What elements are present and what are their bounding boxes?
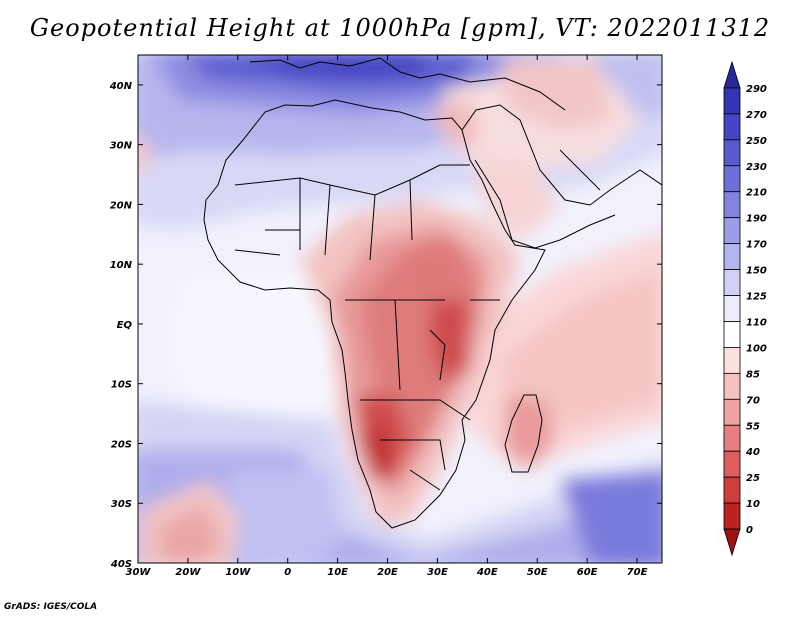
colorbar-label: 250 bbox=[746, 136, 767, 147]
lon-tick-label: 30W bbox=[126, 567, 152, 578]
colorbar-segment bbox=[723, 347, 741, 374]
colorbar-label: 170 bbox=[746, 240, 767, 251]
lon-tick-label: 10E bbox=[327, 567, 348, 578]
colorbar-segment bbox=[723, 87, 741, 115]
lat-tick-label: 40N bbox=[109, 81, 133, 92]
lat-tick-label: 20S bbox=[111, 439, 132, 450]
longitude-axis: 30W 20W 10W 0 10E 20E 30E 40E 50E 60E 70E bbox=[126, 55, 648, 578]
lat-tick-label: 30N bbox=[110, 141, 133, 152]
colorbar-label: 40 bbox=[745, 447, 760, 458]
colorbar-segment bbox=[723, 424, 741, 452]
colorbar-label: 10 bbox=[746, 499, 760, 510]
colorbar-segment bbox=[723, 450, 741, 478]
colorbar-label: 230 bbox=[746, 162, 767, 173]
colorbar-label: 85 bbox=[746, 369, 760, 380]
colorbar-label: 100 bbox=[746, 343, 767, 354]
lon-tick-label: 20W bbox=[175, 567, 201, 578]
colorbar-segment bbox=[723, 113, 741, 141]
lon-tick-label: 70E bbox=[627, 567, 648, 578]
colorbar-label: 0 bbox=[746, 525, 753, 536]
lon-tick-label: 30E bbox=[427, 567, 448, 578]
colorbar-segment bbox=[723, 372, 741, 400]
colorbar-label: 190 bbox=[746, 214, 767, 225]
colorbar-segment bbox=[723, 321, 741, 348]
lon-tick-label: 50E bbox=[527, 567, 548, 578]
lon-tick-label: 0 bbox=[284, 567, 291, 578]
colorbar-segment bbox=[723, 191, 741, 219]
persian-gulf bbox=[559, 149, 601, 191]
colorbar-label: 55 bbox=[746, 421, 760, 432]
lon-tick-label: 40E bbox=[476, 567, 498, 578]
lat-tick-label: 40S bbox=[110, 559, 132, 570]
colorbar-segment bbox=[723, 165, 741, 193]
lon-tick-label: 20E bbox=[377, 567, 398, 578]
lat-tick-label: EQ bbox=[117, 320, 133, 331]
colorbar-segment bbox=[723, 295, 741, 322]
lat-tick-label: 10S bbox=[111, 380, 132, 391]
colorbar-segment bbox=[723, 217, 741, 245]
colorbar-label: 125 bbox=[746, 292, 767, 303]
colorbar-label: 270 bbox=[746, 110, 767, 121]
colorbar: 2902702502302101901701501251101008570554… bbox=[723, 60, 767, 557]
height-field bbox=[138, 55, 662, 563]
colorbar-segment bbox=[723, 269, 741, 296]
colorbar-segment bbox=[723, 60, 741, 89]
lat-tick-label: 20N bbox=[110, 200, 133, 211]
colorbar-segment bbox=[723, 502, 741, 530]
lat-tick-label: 10N bbox=[110, 260, 133, 271]
lat-tick-label: 30S bbox=[111, 499, 132, 510]
madagascar-coastline bbox=[504, 394, 543, 473]
credit-text: GrADS: IGES/COLA bbox=[4, 602, 98, 612]
colorbar-segment bbox=[723, 476, 741, 504]
colorbar-label: 25 bbox=[746, 473, 760, 484]
colorbar-label: 290 bbox=[746, 84, 767, 95]
lon-tick-label: 10W bbox=[225, 567, 251, 578]
colorbar-segment bbox=[723, 398, 741, 426]
colorbar-segment bbox=[723, 243, 741, 270]
colorbar-label: 110 bbox=[746, 317, 767, 328]
africa-coastline bbox=[203, 99, 546, 529]
colorbar-label: 210 bbox=[746, 188, 767, 199]
colorbar-label: 150 bbox=[746, 266, 767, 277]
europe-coastline bbox=[249, 57, 566, 111]
lon-tick-label: 60E bbox=[577, 567, 598, 578]
colorbar-segment bbox=[723, 528, 741, 557]
colorbar-segment bbox=[723, 139, 741, 167]
coastlines bbox=[203, 57, 662, 529]
arabia-coastline bbox=[461, 104, 662, 249]
country-borders bbox=[234, 164, 500, 491]
colorbar-label: 70 bbox=[746, 395, 760, 406]
latitude-axis: 40N 30N 20N 10N EQ 10S 20S 30S 40S bbox=[109, 81, 662, 570]
plot-frame bbox=[137, 54, 663, 564]
chart-title: Geopotential Height at 1000hPa [gpm], VT… bbox=[29, 14, 771, 42]
